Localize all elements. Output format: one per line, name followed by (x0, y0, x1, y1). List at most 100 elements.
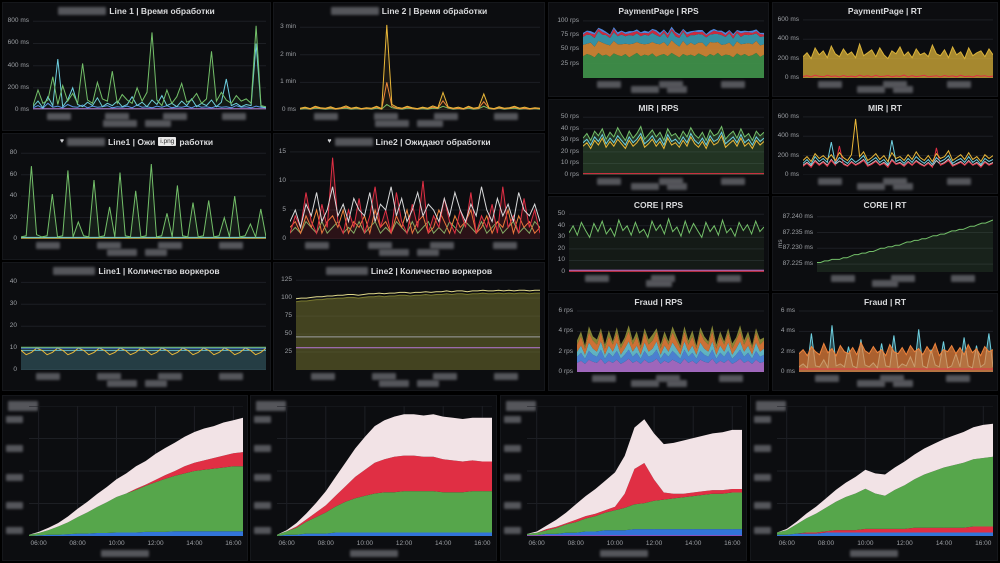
panel-mir-rps[interactable]: MIR | RPS 50 rps 40 rps 30 rps 20 rps 10 rps 0… (548, 99, 769, 194)
panel-title[interactable]: Line1 | Количество воркеров (3, 263, 270, 278)
chart-line2-waiting[interactable] (290, 149, 540, 239)
panel-title[interactable]: Line 2 | Время обработки (274, 3, 544, 18)
chart-line1-waiting[interactable] (21, 149, 266, 239)
x-tick-label: 16:00 (474, 540, 491, 547)
redacted-legend-item (599, 550, 648, 557)
chart-line1-workers[interactable] (21, 278, 266, 370)
y-tick-label: 50 rps (560, 45, 579, 53)
x-tick-label: 06:00 (30, 540, 47, 547)
series-area (277, 455, 492, 535)
panel-core-rt[interactable]: CORE | RT 87.240 ms 87.235 ms 87.230 ms 87.2… (772, 196, 998, 291)
chart-mir-rps[interactable] (583, 115, 764, 175)
redacted-x-label (96, 373, 121, 380)
x-tick-label: 08:00 (69, 540, 86, 547)
panel-line1-processing-time[interactable]: Line 1 | Время обработки 800 ms 600 ms 400 … (2, 2, 271, 131)
series-fill (21, 164, 266, 239)
chart-core-rps[interactable] (569, 212, 764, 272)
panel-line1-waiting[interactable]: ♥ Line1 | Ожи i.png работки 80 60 40 20 0 (2, 133, 271, 260)
panel-paymentpage-rt[interactable]: PaymentPage | RT 600 ms 400 ms 200 ms 0 ms (772, 2, 998, 97)
redacted-title-prefix (334, 137, 373, 146)
series-line (300, 82, 540, 110)
panel-line1-workers[interactable]: Line1 | Количество воркеров 40 30 20 10 0 (2, 262, 271, 391)
redacted-x-label (947, 81, 972, 88)
panel-stacked-totals-4[interactable]: 06:00 08:00 10:00 12:00 14:00 16:00 (750, 395, 998, 561)
chart-paymentpage-rt[interactable] (803, 18, 993, 78)
redacted-y-label (504, 526, 521, 534)
series-area (777, 532, 993, 536)
panel-paymentpage-rps[interactable]: PaymentPage | RPS 100 rps 75 rps 50 rps 25 r… (548, 2, 769, 97)
chart-stacked-totals-4[interactable] (777, 406, 993, 536)
panel-title[interactable]: Line 1 | Время обработки (3, 3, 270, 18)
panel-title[interactable]: Fraud | RPS (549, 294, 768, 309)
legend (773, 86, 997, 93)
legend (274, 380, 544, 387)
x-tick-label: 16:00 (724, 540, 741, 547)
redacted-legend-item (144, 380, 167, 387)
panel-title[interactable]: CORE | RT (773, 197, 997, 212)
series-area (277, 491, 492, 536)
redacted-y-label (254, 502, 271, 510)
y-tick-label: 800 ms (7, 17, 29, 25)
x-tick-label: 10:00 (606, 540, 624, 547)
panel-stacked-totals-3[interactable]: 06:00 08:00 10:00 12:00 14:00 16:00 (500, 395, 747, 561)
chart-line1-processing-time[interactable] (33, 18, 266, 110)
chart-stacked-totals-3[interactable] (527, 406, 742, 536)
chart-stacked-totals-1[interactable] (29, 406, 243, 536)
panel-title-text: Line 2 | Время обработки (381, 5, 488, 16)
redacted-x-label (814, 375, 839, 382)
panel-line2-waiting[interactable]: ♥ Line2 | Ожидают обработки 15 10 5 0 (273, 133, 545, 260)
panel-title[interactable]: Line2 | Количество воркеров (274, 263, 544, 278)
panel-line2-workers[interactable]: Line2 | Количество воркеров 125 100 75 50 25 (273, 262, 545, 391)
panel-title-text: CORE | RT (863, 199, 907, 210)
panel-stacked-totals-1[interactable]: 06:00 08:00 10:00 12:00 14:00 16:00 (2, 395, 248, 561)
chart-fraud-rps[interactable] (577, 309, 764, 372)
panel-title[interactable]: Fraud | RT (773, 294, 997, 309)
panel-title[interactable]: PaymentPage | RPS (549, 3, 768, 18)
series-area (577, 341, 764, 359)
panel-title[interactable]: CORE | RPS (549, 197, 768, 212)
y-tick-label: 0 ms (784, 74, 799, 81)
x-tick-label: 14:00 (186, 540, 203, 547)
redacted-x-label (219, 373, 244, 380)
redacted-y-label (6, 473, 23, 481)
redacted-x-label (158, 242, 183, 249)
panel-title[interactable]: PaymentPage | RT (773, 3, 997, 18)
chart-paymentpage-rps[interactable] (583, 18, 764, 78)
panel-line2-processing-time[interactable]: Line 2 | Время обработки 3 min 2 min 1 min 0… (273, 2, 545, 131)
chart-mir-rt[interactable] (803, 115, 993, 175)
redacted-y-label (504, 416, 521, 424)
redacted-legend-item (630, 380, 659, 387)
series-area (777, 423, 993, 533)
y-tick-label: 50 (557, 210, 565, 218)
redacted-legend-item (417, 120, 443, 127)
panel-mir-rt[interactable]: MIR | RT 600 ms 400 ms 200 ms 0 ms (772, 99, 998, 194)
legend (3, 380, 270, 387)
redacted-x-label (314, 113, 339, 120)
panel-title-text: MIR | RT (867, 102, 902, 113)
panel-fraud-rps[interactable]: Fraud | RPS 6 rps 4 rps 2 rps 0 rps (548, 293, 769, 391)
panel-core-rps[interactable]: CORE | RPS 50 40 30 20 10 0 (548, 196, 769, 291)
panel-title[interactable]: ♥ Line2 | Ожидают обработки (274, 134, 544, 149)
panel-title-text: Fraud | RT (863, 296, 907, 307)
chart-core-rt[interactable] (817, 212, 993, 272)
redacted-x-label (584, 275, 609, 282)
redacted-x-label (432, 373, 457, 380)
panel-title[interactable]: MIR | RT (773, 100, 997, 115)
chart-fraud-rt[interactable] (799, 309, 993, 372)
redacted-y-label (254, 445, 271, 452)
redacted-y-label (6, 416, 23, 424)
series-area (583, 26, 764, 36)
panel-fraud-rt[interactable]: Fraud | RT 6 ms 4 ms 2 ms 0 ms (772, 293, 998, 391)
panel-stacked-totals-2[interactable]: 06:00 08:00 10:00 12:00 14:00 16:00 (250, 395, 497, 561)
chart-line2-workers[interactable] (296, 278, 540, 370)
redacted-y-label (504, 445, 521, 452)
redacted-x-label (650, 275, 675, 282)
chart-line2-processing-time[interactable] (300, 18, 540, 110)
x-tick-label: 12:00 (645, 540, 663, 547)
panel-title[interactable]: ♥ Line1 | Ожи i.png работки (3, 134, 270, 149)
redacted-y-label (754, 416, 771, 424)
series-line (817, 219, 993, 263)
panel-title-text: PaymentPage | RPS (618, 5, 699, 16)
panel-title[interactable]: MIR | RPS (549, 100, 768, 115)
chart-stacked-totals-2[interactable] (277, 406, 492, 536)
